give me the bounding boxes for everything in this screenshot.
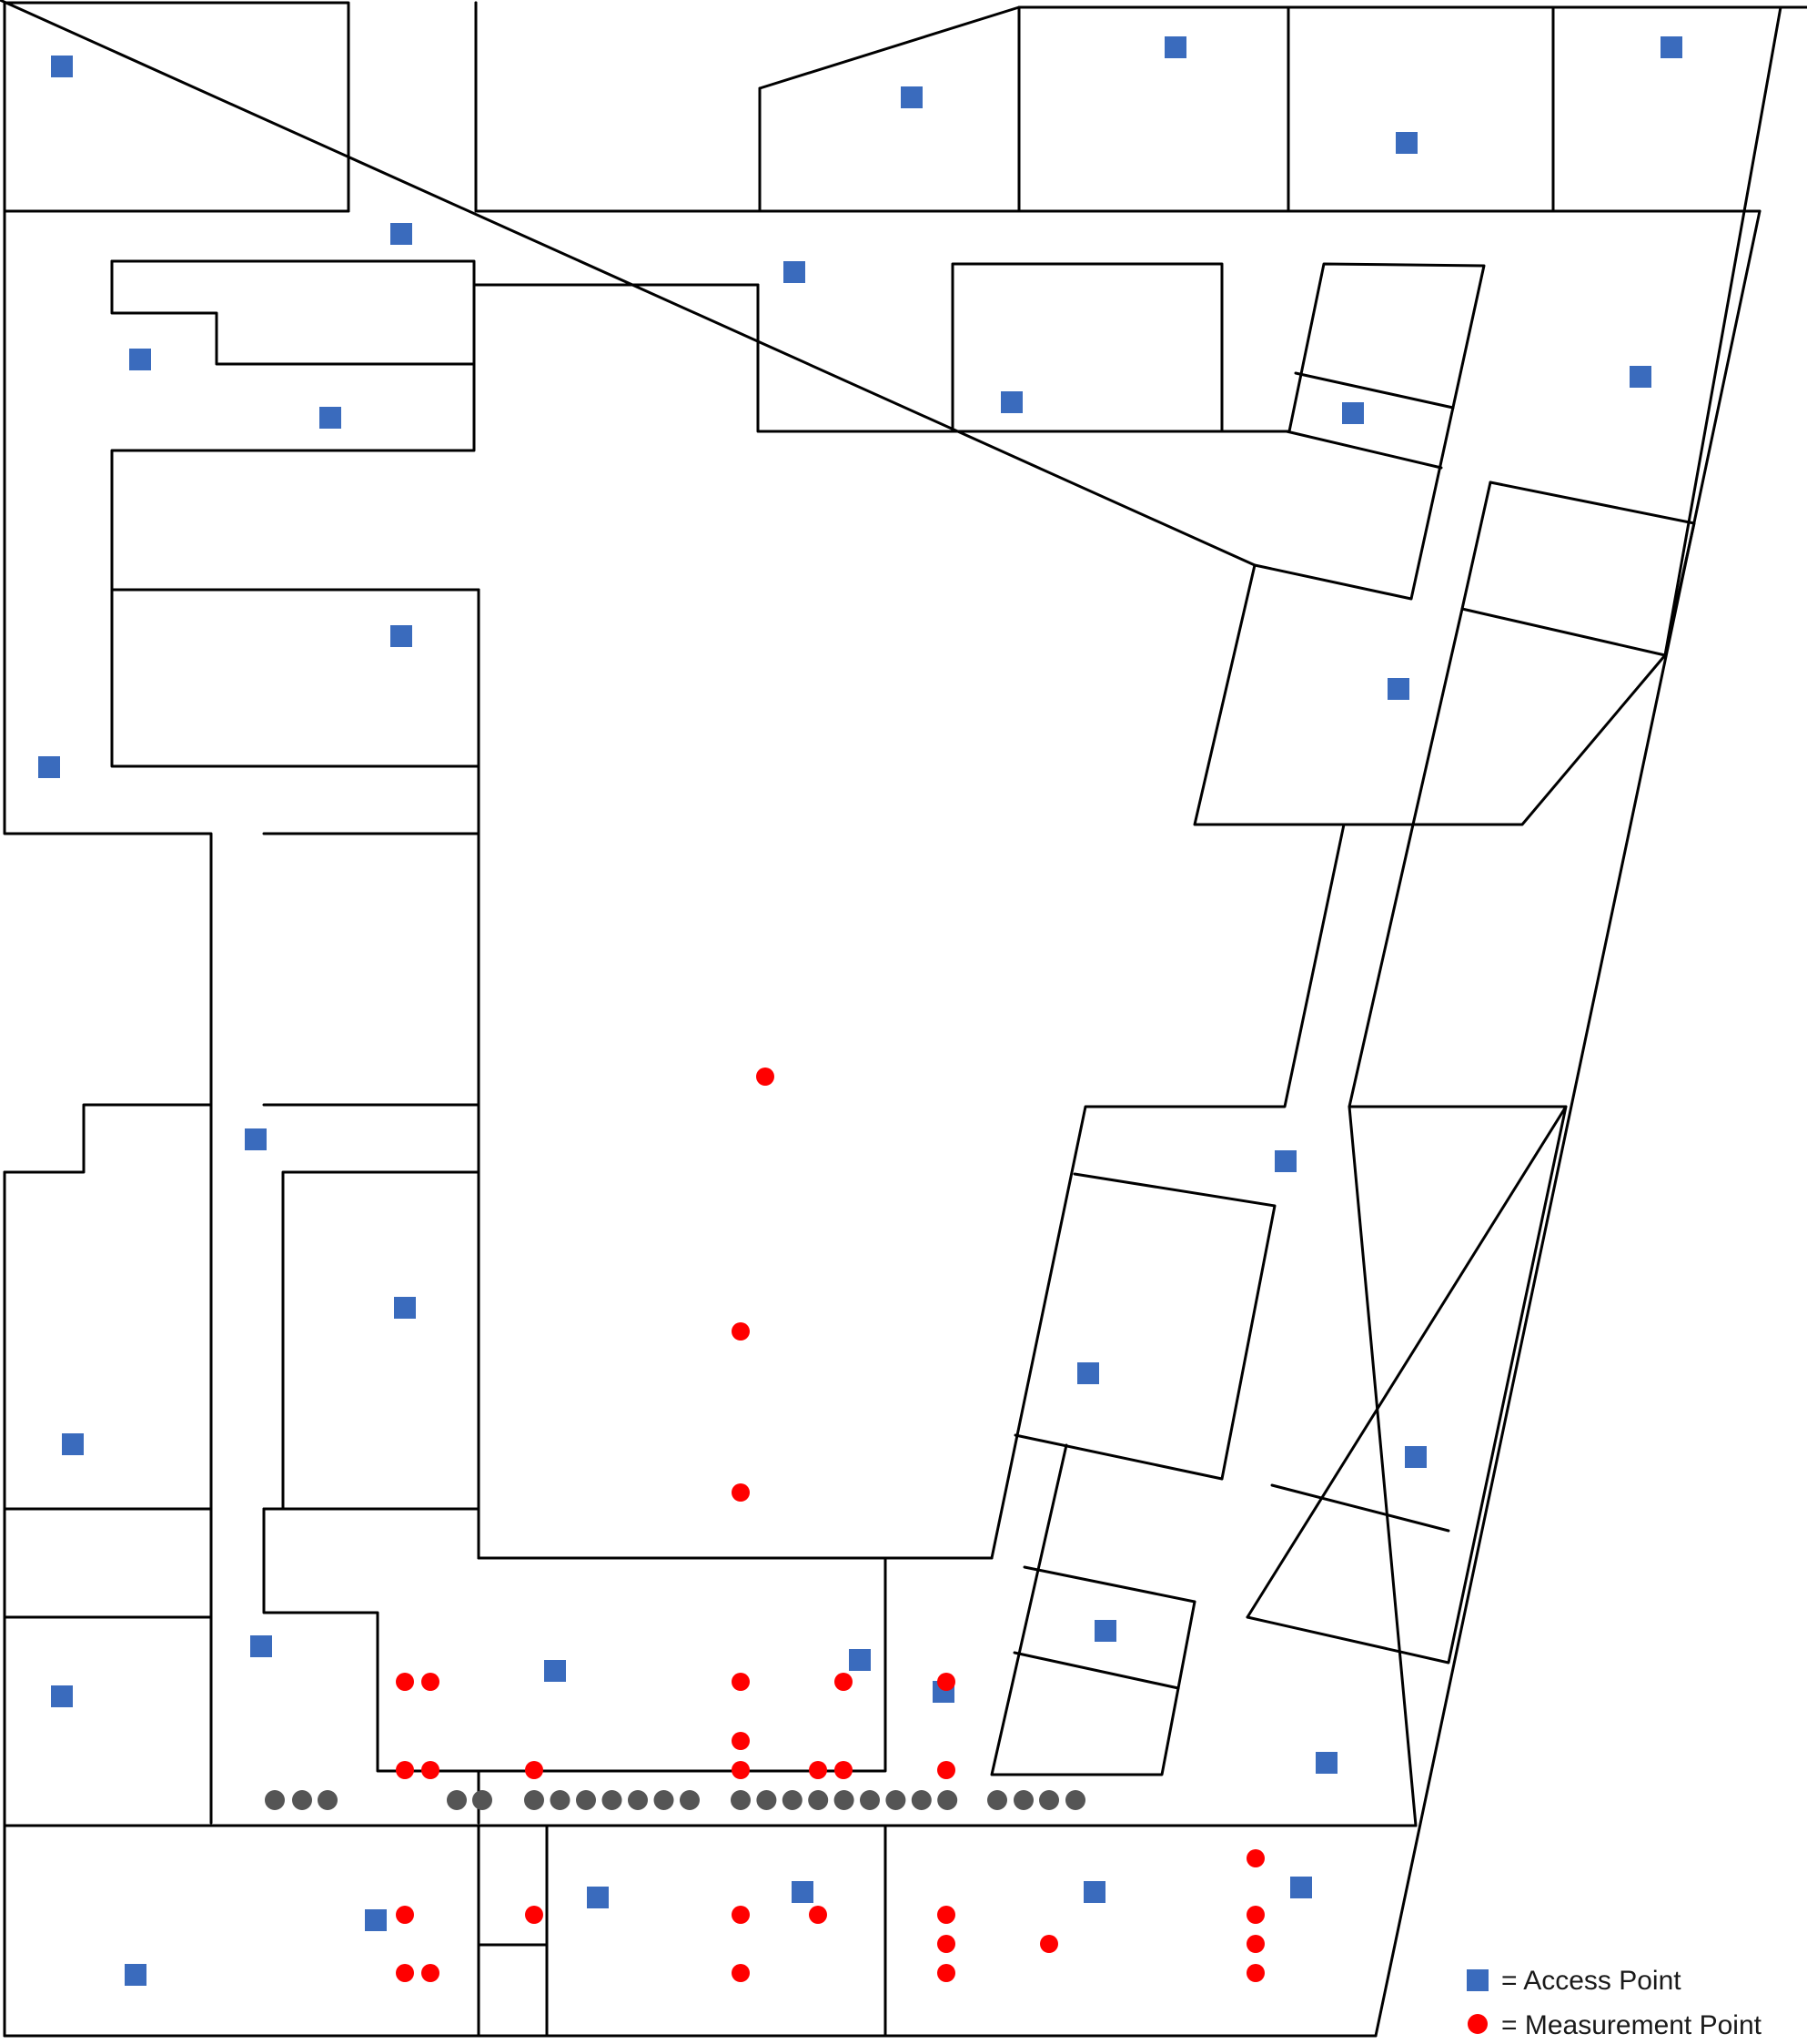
measurement-point-icon [732, 1964, 750, 1982]
access-point-icon [1388, 678, 1409, 700]
path-point-icon [911, 1790, 932, 1810]
legend: = Access Point = Measurement Point [1467, 1966, 1762, 2040]
measurement-point-icon [937, 1964, 955, 1982]
access-point-icon [1077, 1362, 1099, 1384]
path-point-icon [987, 1790, 1007, 1810]
measurement-points [396, 1068, 1265, 1982]
access-point-icon [1396, 132, 1418, 154]
measurement-point-icon [1247, 1964, 1265, 1982]
measurement-point-icon [756, 1068, 774, 1086]
path-point-icon [318, 1790, 338, 1810]
measurement-point-icon [396, 1964, 414, 1982]
access-point-icon [1630, 366, 1651, 388]
measurement-point-icon [732, 1906, 750, 1924]
access-point-icon [792, 1881, 813, 1903]
path-point-icon [628, 1790, 648, 1810]
access-point-icon [38, 756, 60, 778]
measurement-point-icon [421, 1964, 439, 1982]
path-point-icon [1039, 1790, 1059, 1810]
measurement-point-legend-label: = Measurement Point [1501, 2010, 1762, 2040]
access-point-icon [129, 349, 151, 370]
path-point-icon [292, 1790, 312, 1810]
access-point-icon [587, 1887, 609, 1908]
measurement-point-icon [937, 1761, 955, 1779]
access-point-icon [62, 1433, 84, 1455]
path-point-icon [1065, 1790, 1085, 1810]
path-point-icon [782, 1790, 803, 1810]
access-point-icon [1165, 36, 1186, 58]
measurement-point-icon [732, 1732, 750, 1750]
path-point-icon [524, 1790, 544, 1810]
access-point-legend-label: = Access Point [1501, 1966, 1681, 1996]
measurement-point-icon [1247, 1906, 1265, 1924]
measurement-point-icon [1247, 1849, 1265, 1867]
access-point-icon [1095, 1620, 1116, 1642]
access-point-icon [394, 1297, 416, 1319]
access-point-icon [1661, 36, 1682, 58]
access-point-icon [849, 1649, 871, 1671]
path-point-icon [653, 1790, 674, 1810]
path-point-icon [1014, 1790, 1034, 1810]
path-point-icon [860, 1790, 880, 1810]
access-point-legend-icon [1467, 1969, 1489, 1991]
measurement-point-icon [1040, 1935, 1058, 1953]
measurement-point-icon [732, 1761, 750, 1779]
path-point-icon [265, 1790, 285, 1810]
access-point-icon [51, 1685, 73, 1707]
access-point-icon [1316, 1752, 1338, 1774]
access-point-icon [125, 1964, 146, 1986]
measurement-point-icon [1247, 1935, 1265, 1953]
path-point-icon [731, 1790, 751, 1810]
measurement-point-icon [937, 1906, 955, 1924]
path-point-icon [680, 1790, 700, 1810]
measurement-point-icon [396, 1906, 414, 1924]
access-point-icon [51, 56, 73, 77]
path-point-icon [885, 1790, 906, 1810]
access-point-icon [1275, 1150, 1297, 1172]
measurement-point-icon [396, 1761, 414, 1779]
path-point-icon [550, 1790, 570, 1810]
measurement-point-icon [732, 1322, 750, 1341]
measurement-point-icon [525, 1761, 543, 1779]
access-point-icon [390, 223, 412, 245]
access-point-icon [1405, 1446, 1427, 1468]
access-point-icon [1001, 391, 1023, 413]
path-point-icon [937, 1790, 958, 1810]
access-point-icon [390, 625, 412, 647]
measurement-point-icon [834, 1761, 853, 1779]
access-point-icon [365, 1909, 387, 1931]
access-point-icon [250, 1635, 272, 1657]
measurement-point-icon [937, 1673, 955, 1691]
measurement-point-icon [937, 1935, 955, 1953]
access-points [38, 36, 1682, 1986]
path-point-icon [472, 1790, 492, 1810]
path-points [265, 1790, 1085, 1810]
measurement-point-icon [421, 1761, 439, 1779]
path-point-icon [808, 1790, 829, 1810]
path-point-icon [447, 1790, 467, 1810]
measurement-point-icon [834, 1673, 853, 1691]
access-point-icon [901, 86, 923, 108]
access-point-icon [1342, 402, 1364, 424]
access-point-icon [1290, 1877, 1312, 1898]
access-point-icon [783, 261, 805, 283]
access-point-icon [544, 1660, 566, 1682]
access-point-icon [319, 407, 341, 429]
measurement-point-icon [809, 1761, 827, 1779]
measurement-point-icon [809, 1906, 827, 1924]
path-point-icon [756, 1790, 777, 1810]
measurement-point-icon [396, 1673, 414, 1691]
path-point-icon [833, 1790, 854, 1810]
measurement-point-legend-icon [1468, 2014, 1488, 2034]
path-point-icon [576, 1790, 596, 1810]
measurement-point-icon [732, 1483, 750, 1502]
measurement-point-icon [421, 1673, 439, 1691]
path-point-icon [601, 1790, 622, 1810]
access-point-icon [245, 1128, 267, 1150]
access-point-icon [1084, 1881, 1105, 1903]
measurement-point-icon [525, 1906, 543, 1924]
measurement-point-icon [732, 1673, 750, 1691]
